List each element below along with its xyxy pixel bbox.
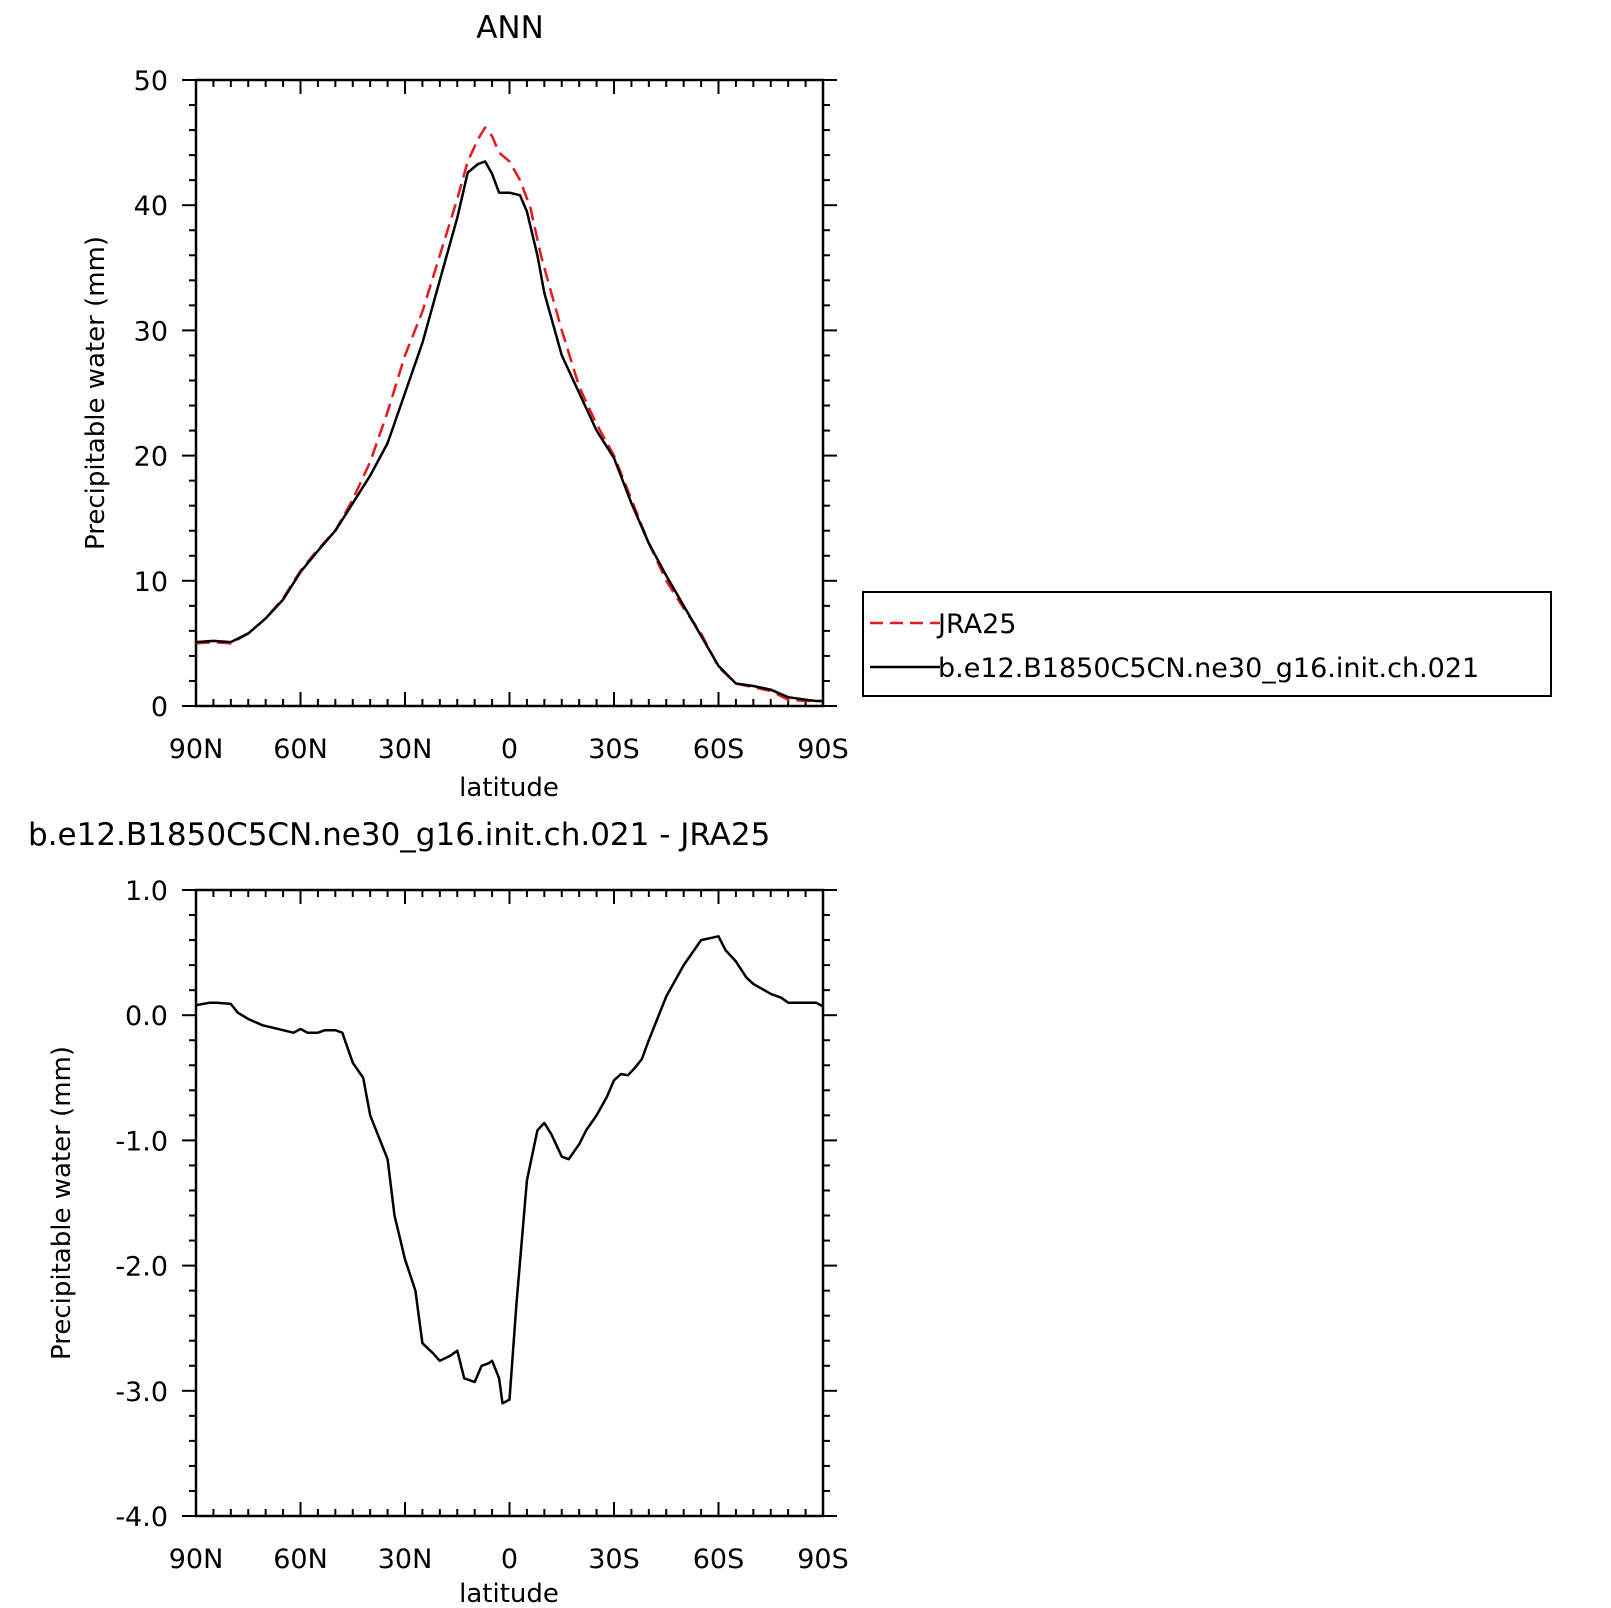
bottom-series-line-0: [195, 935, 824, 1405]
bottom-y-tick-label: -3.0: [115, 1377, 168, 1408]
difference-panel: b.e12.B1850C5CN.ne30_g16.init.ch.021 - J…: [28, 817, 849, 1608]
bottom-y-tick-label: 0.0: [125, 1001, 168, 1032]
ann-precipitable-water-panel: ANN 90N 60N 30N 0 30S 60S 90S 0 10 20 30 40 50 latit…: [81, 10, 1552, 803]
top-plot-frame: [194, 78, 825, 708]
top-x-axis-label: latitude: [459, 773, 559, 803]
bottom-y-tick-label: -2.0: [115, 1252, 168, 1283]
bottom-x-axis-label: latitude: [459, 1579, 559, 1608]
top-series-lines: [195, 126, 823, 703]
top-y-tick-label: 20: [134, 442, 168, 473]
bottom-x-tick-label: 30S: [588, 1544, 640, 1575]
bottom-x-tick-label: 60S: [693, 1544, 745, 1575]
bottom-x-tick-label: 60N: [273, 1544, 328, 1575]
bottom-x-tick-label: 90S: [797, 1544, 849, 1575]
legend: JRA25 b.e12.B1850C5CN.ne30_g16.init.ch.0…: [862, 591, 1552, 697]
bottom-x-tick-label: 0: [501, 1544, 518, 1575]
top-x-tick-label: 60S: [693, 734, 745, 765]
top-y-tick-label: 40: [134, 191, 168, 222]
bottom-chart-title: b.e12.B1850C5CN.ne30_g16.init.ch.021 - J…: [28, 817, 770, 853]
top-axis-ticks: [182, 79, 837, 707]
bottom-y-tick-label: -4.0: [115, 1502, 168, 1533]
bottom-y-axis-label: Precipitable water (mm): [47, 1046, 77, 1360]
legend-label-model: b.e12.B1850C5CN.ne30_g16.init.ch.021: [938, 653, 1479, 684]
bottom-tick-labels: 90N 60N 30N 0 30S 60S 90S -4.0 -3.0 -2.0 -1.0 0.0 1.…: [115, 876, 848, 1575]
top-x-tick-label: 30S: [588, 734, 640, 765]
bottom-axis-ticks: [182, 889, 837, 1517]
top-x-tick-label: 0: [501, 734, 518, 765]
top-chart-title: ANN: [476, 10, 544, 46]
top-x-tick-label: 60N: [273, 734, 328, 765]
top-y-tick-label: 30: [134, 316, 168, 347]
bottom-x-tick-label: 30N: [378, 1544, 433, 1575]
top-y-axis-label: Precipitable water (mm): [81, 236, 111, 550]
top-tick-labels: 90N 60N 30N 0 30S 60S 90S 0 10 20 30 40 50: [134, 66, 849, 765]
top-x-tick-label: 30N: [378, 734, 433, 765]
top-y-tick-label: 50: [134, 66, 168, 97]
bottom-y-tick-label: 1.0: [125, 876, 168, 907]
top-series-line-jra25: [195, 126, 823, 703]
top-series-line-b-e12-b1850c5cn-ne30-g16-init-ch-021: [195, 160, 823, 703]
top-x-tick-label: 90S: [797, 734, 849, 765]
legend-box: [862, 591, 1552, 697]
bottom-plot-frame: [194, 888, 825, 1518]
bottom-series-lines: [195, 935, 824, 1405]
bottom-x-tick-label: 90N: [169, 1544, 224, 1575]
bottom-y-tick-label: -1.0: [115, 1126, 168, 1157]
legend-label-jra25: JRA25: [936, 609, 1016, 640]
top-y-tick-label: 0: [151, 692, 168, 723]
top-x-tick-label: 90N: [169, 734, 224, 765]
top-y-tick-label: 10: [134, 567, 168, 598]
